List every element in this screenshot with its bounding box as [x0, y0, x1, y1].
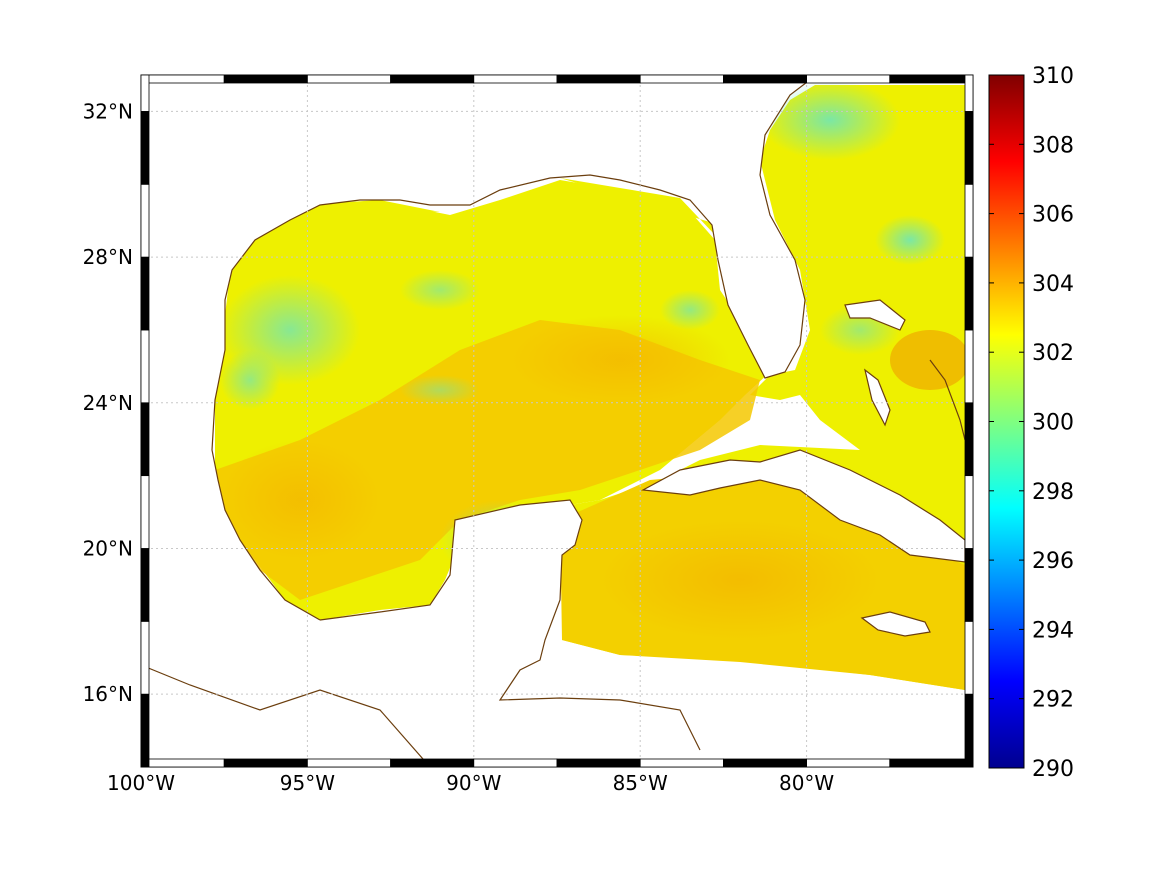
- frame-segment-bottom: [306, 758, 391, 768]
- frame-segment-right: [964, 402, 974, 477]
- cool-patch-sst: [760, 80, 900, 160]
- lon-tick-label: 100°W: [107, 771, 175, 795]
- warm-patch-sst: [600, 520, 880, 640]
- colorbar-tick-label: 302: [1032, 341, 1074, 366]
- warm-patch-sst: [510, 315, 730, 405]
- frame-segment-right: [964, 74, 974, 112]
- frame-segment-left: [140, 620, 150, 695]
- frame-segment-top: [806, 74, 891, 84]
- cool-patch-sst: [875, 215, 945, 265]
- frame-segment-top: [140, 74, 225, 84]
- frame-segment-right: [964, 693, 974, 768]
- jamaica-coastline: [860, 611, 931, 637]
- colorbar-tick-label: 304: [1032, 272, 1074, 297]
- frame-segment-left: [140, 256, 150, 331]
- bahamas-coastline: [844, 299, 906, 331]
- honduras-land: [430, 698, 700, 767]
- lat-tick-label: 28°N: [83, 245, 133, 269]
- colorbar-tick-label: 292: [1032, 688, 1074, 713]
- frame-segment-top: [556, 74, 641, 84]
- map-frame: [140, 74, 974, 768]
- frame-segment-left: [140, 183, 150, 258]
- cool-patch-sst: [400, 270, 480, 310]
- cool-patch-sst: [220, 350, 280, 410]
- cool-patch-sst: [660, 290, 720, 330]
- colorbar-tick-label: 290: [1032, 757, 1074, 782]
- grid-lines: [140, 75, 973, 767]
- frame-segment-top: [723, 74, 808, 84]
- colorbar-ticks: 310 308 306 304 302 300 298 296 294 292 290: [989, 64, 1074, 782]
- frame-segment-left: [140, 693, 150, 768]
- warm-patch-sst: [220, 440, 380, 560]
- lat-tick-label: 32°N: [83, 99, 133, 123]
- frame-segment-bottom: [140, 758, 225, 768]
- lat-tick-label: 24°N: [83, 391, 133, 415]
- central-america-coastline: [141, 664, 431, 767]
- hispaniola-coastline: [929, 359, 966, 441]
- us-gulf-coast-land: [141, 75, 815, 450]
- central-america-land: [141, 665, 430, 767]
- yucatan-coastline: [319, 499, 701, 751]
- lon-tick-label: 80°W: [779, 771, 834, 795]
- colorbar-tick-label: 298: [1032, 480, 1074, 505]
- frame-segment-bottom: [390, 758, 475, 768]
- frame-segment-top: [889, 74, 974, 84]
- andros-land: [865, 370, 890, 425]
- colorbar-tick-label: 310: [1032, 64, 1074, 89]
- lon-tick-label: 90°W: [446, 771, 501, 795]
- lat-tick-label: 16°N: [83, 682, 133, 706]
- frame-segment-bottom: [223, 758, 308, 768]
- lon-tick-label: 95°W: [280, 771, 335, 795]
- frame-segment-bottom: [723, 758, 808, 768]
- frame-segment-right: [964, 183, 974, 258]
- frame-segment-right: [964, 256, 974, 331]
- bahamas-land: [845, 300, 905, 330]
- frame-segment-top: [306, 74, 391, 84]
- colorbar-tick-label: 294: [1032, 618, 1074, 643]
- lon-tick-label: 85°W: [613, 771, 668, 795]
- frame-segment-right: [964, 475, 974, 549]
- colorbar-tick-label: 308: [1032, 133, 1074, 158]
- lat-tick-label: 20°N: [83, 536, 133, 560]
- frame-segment-left: [140, 111, 150, 185]
- frame-segment-bottom: [639, 758, 724, 768]
- latitude-labels: 32°N 28°N 24°N 20°N 16°N: [83, 99, 133, 706]
- cuba-land: [643, 450, 965, 562]
- colorbar: 310 308 306 304 302 300 298 296 294 292 290: [988, 64, 1074, 782]
- longitude-labels: 100°W 95°W 90°W 85°W 80°W: [107, 771, 834, 795]
- frame-segment-left: [140, 475, 150, 549]
- colorbar-tick-label: 300: [1032, 411, 1074, 436]
- frame-segment-top: [223, 74, 308, 84]
- frame-segment-right: [964, 548, 974, 622]
- cool-patch-sst: [400, 375, 480, 405]
- frame-segment-top: [639, 74, 724, 84]
- colorbar-ramp: [989, 75, 1024, 768]
- frame-segment-bottom: [473, 758, 558, 768]
- frame-segment-left: [140, 329, 150, 404]
- frame-segment-right: [964, 620, 974, 695]
- frame-segment-right: [964, 111, 974, 185]
- colorbar-tick-label: 296: [1032, 549, 1074, 574]
- frame-segment-bottom: [889, 758, 974, 768]
- yucatan-land: [280, 500, 582, 705]
- frame-segment-left: [140, 548, 150, 622]
- frame-segment-bottom: [556, 758, 641, 768]
- colorbar-tick-label: 306: [1032, 203, 1074, 228]
- frame-segment-top: [473, 74, 558, 84]
- mexico-west-land: [141, 450, 310, 665]
- frame-segment-top: [390, 74, 475, 84]
- frame-segment-left: [140, 402, 150, 477]
- andros-coastline: [864, 368, 891, 427]
- frame-segment-left: [140, 74, 150, 112]
- frame-segment-bottom: [806, 758, 891, 768]
- sst-field: [141, 75, 970, 767]
- us-gulf-coastline: [211, 75, 816, 621]
- frame-segment-right: [964, 329, 974, 404]
